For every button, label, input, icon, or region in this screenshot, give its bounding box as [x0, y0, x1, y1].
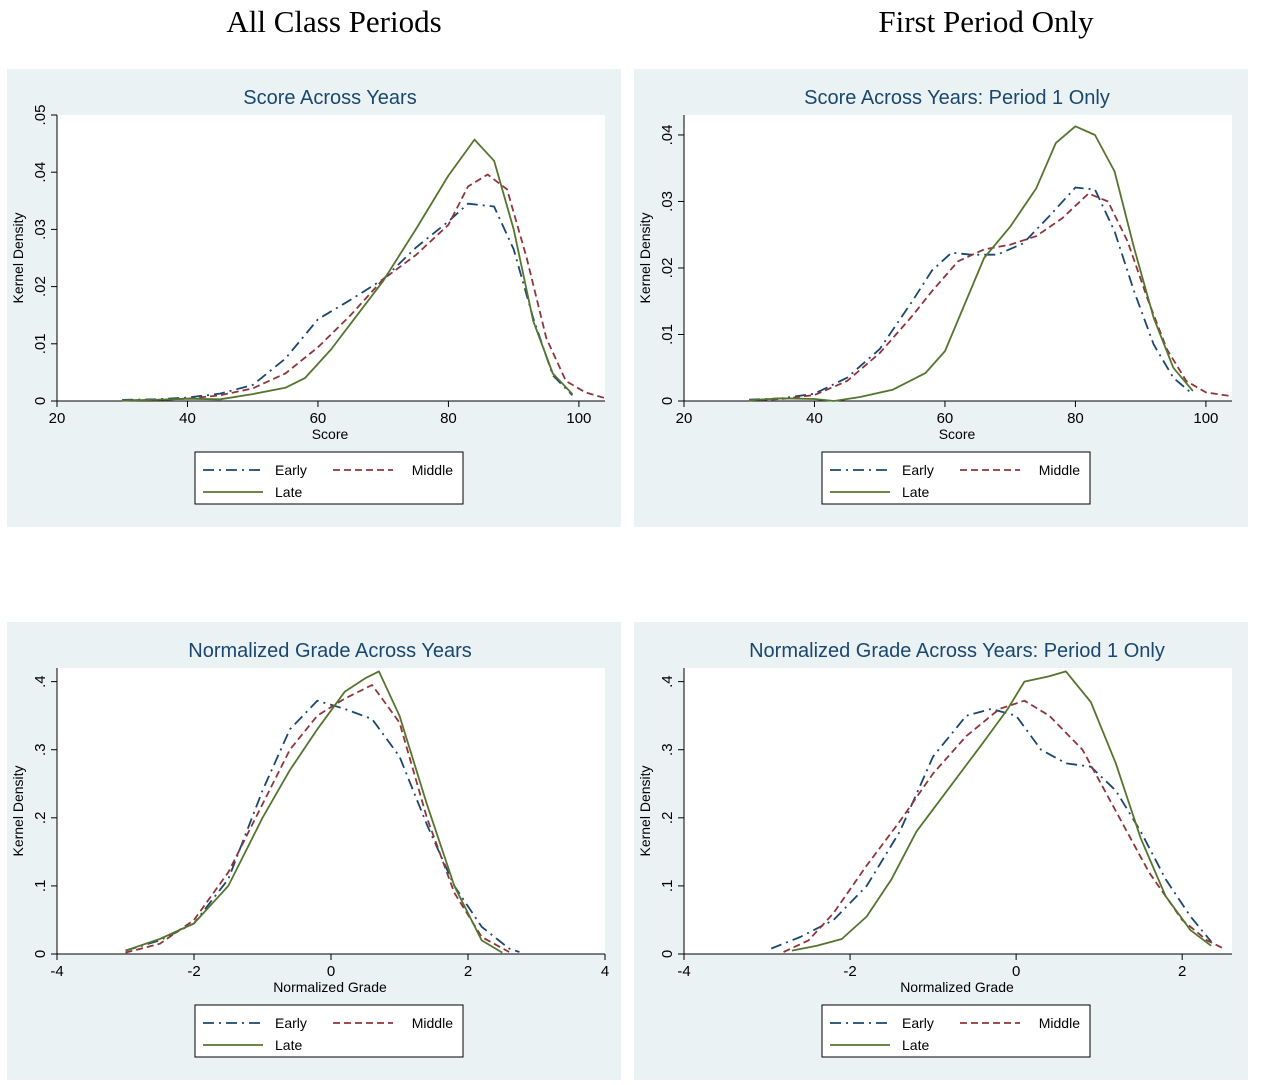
legend-box [821, 451, 1091, 505]
y-tick-label: 0 [32, 397, 49, 405]
y-tick-label: .1 [659, 880, 676, 893]
y-tick-label: .01 [32, 333, 49, 354]
normalized-grade-chart: Normalized Grade Across Years -4 -2 0 2 4 0 .1.… [10, 640, 609, 1058]
legend-label-early: Early [275, 1015, 307, 1031]
y-tick-label: .01 [659, 324, 676, 345]
y-tick-label: 0 [659, 397, 676, 405]
y-tick-label: .1 [32, 880, 49, 893]
plot-area [57, 115, 605, 401]
series-line-middle [125, 684, 510, 954]
series-line-late [125, 670, 503, 954]
x-tick-label: 60 [310, 410, 327, 427]
y-tick-label: .04 [32, 162, 49, 183]
series-line-early [770, 708, 1212, 950]
x-tick-label: 20 [676, 410, 693, 427]
normalized-grade-period1-chart: Normalized Grade Across Years: Period 1 … [637, 640, 1232, 1058]
x-tick-label: 20 [49, 410, 66, 427]
plot-area [684, 668, 1232, 954]
legend-label-late: Late [275, 484, 302, 500]
y-tick-label: .3 [32, 743, 49, 756]
score-period1-chart-panel: Score Across Years: Period 1 Only 20 40 60 8… [634, 69, 1248, 527]
chart-title: Normalized Grade Across Years: Period 1 … [749, 640, 1165, 662]
legend-label-early: Early [902, 462, 934, 478]
score-period1-chart: Score Across Years: Period 1 Only 20 40 60 8… [637, 87, 1233, 505]
x-tick-label: 0 [327, 963, 335, 980]
legend-label-middle: Middle [1039, 1015, 1080, 1031]
x-tick-label: 0 [1012, 963, 1020, 980]
x-tick-label: -4 [50, 963, 63, 980]
legend-box [194, 451, 464, 505]
score-across-years-chart-panel: Score Across Years 20 40 60 80 100 0 .01 .02 .03.… [7, 69, 621, 527]
y-axis-label: Kernel Density [10, 765, 26, 856]
x-axis-label: Score [312, 426, 349, 442]
legend-label-middle: Middle [412, 462, 453, 478]
x-axis-label: Score [939, 426, 976, 442]
y-axis-label: Kernel Density [10, 212, 26, 303]
y-tick-label: .02 [32, 276, 49, 297]
x-tick-label: -4 [677, 963, 690, 980]
score-across-years-chart: Score Across Years 20 40 60 80 100 0 .01 .02 .03.… [10, 87, 606, 505]
y-axis-label: Kernel Density [637, 212, 653, 303]
first-period-only-heading: First Period Only [878, 4, 1094, 39]
x-tick-label: 80 [1067, 410, 1084, 427]
plot-area [57, 668, 605, 954]
legend-label-middle: Middle [1039, 462, 1080, 478]
x-tick-label: -2 [843, 963, 856, 980]
y-tick-label: .4 [659, 675, 676, 688]
y-tick-label: .2 [659, 812, 676, 825]
series-line-middle [122, 173, 606, 402]
x-tick-label: 80 [440, 410, 457, 427]
legend-box [821, 1004, 1091, 1058]
x-tick-label: 4 [601, 963, 609, 980]
legend-label-middle: Middle [412, 1015, 453, 1031]
x-tick-label: 60 [937, 410, 954, 427]
series-line-late [749, 125, 1194, 402]
x-axis-label: Normalized Grade [900, 979, 1014, 995]
legend-box [194, 1004, 464, 1058]
y-tick-label: .04 [659, 125, 676, 146]
chart-title: Score Across Years [243, 87, 416, 109]
legend-label-early: Early [902, 1015, 934, 1031]
x-axis-label: Normalized Grade [273, 979, 387, 995]
y-axis-label: Kernel Density [637, 765, 653, 856]
series-line-early [125, 699, 520, 953]
y-tick-label: .03 [659, 191, 676, 212]
x-tick-label: 2 [464, 963, 472, 980]
series-line-late [791, 670, 1212, 952]
y-tick-label: .05 [32, 105, 49, 126]
normalized-grade-chart-panel: Normalized Grade Across Years -4 -2 0 2 4 0 .1.… [7, 622, 621, 1080]
legend-label-late: Late [275, 1037, 302, 1053]
normalized-grade-period1-chart-panel: Normalized Grade Across Years: Period 1 … [634, 622, 1248, 1080]
legend-label-early: Early [275, 462, 307, 478]
all-class-periods-heading: All Class Periods [226, 4, 442, 39]
series-line-late [122, 138, 574, 402]
x-tick-label: -2 [187, 963, 200, 980]
legend-label-late: Late [902, 1037, 929, 1053]
x-tick-label: 100 [566, 410, 591, 427]
y-tick-label: .2 [32, 812, 49, 825]
chart-title: Normalized Grade Across Years [188, 640, 471, 662]
x-tick-label: 2 [1178, 963, 1186, 980]
x-tick-label: 40 [806, 410, 823, 427]
x-tick-label: 40 [179, 410, 196, 427]
y-tick-label: .03 [32, 219, 49, 240]
y-tick-label: 0 [659, 950, 676, 958]
y-tick-label: 0 [32, 950, 49, 958]
y-tick-label: .3 [659, 743, 676, 756]
x-tick-label: 100 [1193, 410, 1218, 427]
chart-title: Score Across Years: Period 1 Only [804, 87, 1110, 109]
legend-label-late: Late [902, 484, 929, 500]
y-tick-label: .02 [659, 258, 676, 279]
y-tick-label: .4 [32, 675, 49, 688]
plot-area [684, 115, 1232, 401]
series-line-early [749, 186, 1194, 401]
